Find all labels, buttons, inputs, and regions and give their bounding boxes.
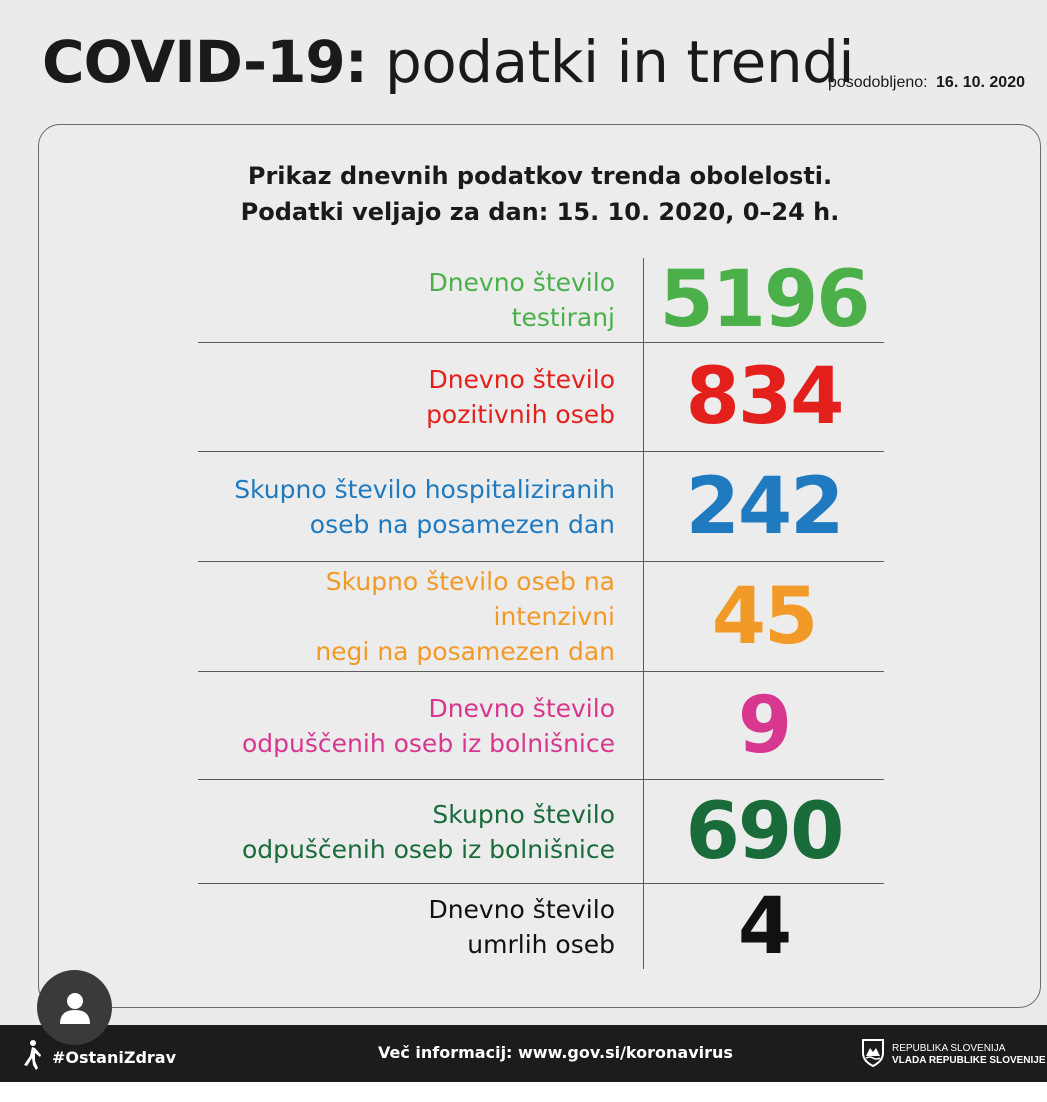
stat-label-line-2: odpuščenih oseb iz bolnišnice — [242, 728, 615, 758]
stat-value: 9 — [737, 680, 792, 771]
stat-label-line-1: Skupno število — [432, 799, 615, 829]
more-info-link[interactable]: Več informacij: www.gov.si/koronavirus — [378, 1043, 733, 1062]
updated-date: posodobljeno: 16. 10. 2020 — [828, 74, 1025, 92]
stat-label: Skupno število oseb na intenzivni negi n… — [198, 562, 644, 671]
stat-label: Dnevno število umrlih oseb — [198, 884, 644, 969]
gov-line-2: VLADA REPUBLIKE SLOVENIJE — [892, 1055, 1046, 1066]
stat-label-line-1: Dnevno število — [428, 365, 615, 394]
stat-label: Dnevno število odpuščenih oseb iz bolniš… — [198, 672, 644, 779]
title-rest: podatki in trendi — [384, 28, 855, 96]
stats-table: Dnevno število testiranj 5196 Dnevno šte… — [198, 255, 884, 972]
subtitle: Prikaz dnevnih podatkov trenda obolelost… — [0, 158, 1047, 230]
stat-label-line-2: umrlih oseb — [467, 929, 615, 959]
user-avatar-icon[interactable] — [37, 970, 112, 1045]
stat-value: 690 — [685, 786, 845, 877]
subtitle-line-2: Podatki veljajo za dan: 15. 10. 2020, 0–… — [240, 198, 840, 226]
stat-value: 242 — [685, 461, 845, 552]
stat-row-hospitalized: Skupno število hospitaliziranih oseb na … — [198, 451, 884, 561]
government-logo: REPUBLIKA SLOVENIJA VLADA REPUBLIKE SLOV… — [862, 1039, 1046, 1071]
stat-value: 834 — [685, 352, 845, 442]
stat-value: 5196 — [659, 255, 870, 345]
stat-row-discharged-daily: Dnevno število odpuščenih oseb iz bolniš… — [198, 671, 884, 779]
stat-label-line-2: negi na posamezen dan — [315, 637, 615, 666]
stat-label-line-1: Dnevno število — [428, 693, 615, 723]
stat-label-line-1: Skupno število hospitaliziranih — [234, 474, 615, 504]
stat-label-line-2: oseb na posamezen dan — [309, 509, 615, 539]
stat-row-discharged-total: Skupno število odpuščenih oseb iz bolniš… — [198, 779, 884, 883]
stat-label: Dnevno število testiranj — [198, 258, 644, 342]
stat-row-positive: Dnevno število pozitivnih oseb 834 — [198, 342, 884, 451]
stat-row-tests: Dnevno število testiranj 5196 — [198, 255, 884, 345]
stat-label: Skupno število odpuščenih oseb iz bolniš… — [198, 780, 644, 883]
stat-row-intensive-care: Skupno število oseb na intenzivni negi n… — [198, 561, 884, 671]
title-bold: COVID-19: — [42, 28, 368, 96]
stat-label-line-2: testiranj — [511, 303, 615, 332]
stat-label: Skupno število hospitaliziranih oseb na … — [198, 452, 644, 561]
stat-row-deaths: Dnevno število umrlih oseb 4 — [198, 881, 884, 972]
updated-label: posodobljeno: — [827, 74, 928, 91]
page-title: COVID-19: podatki in trendi — [42, 28, 855, 108]
footer-bar: #OstaniZdrav Več informacij: www.gov.si/… — [0, 1025, 1047, 1082]
stat-label-line-1: Dnevno število — [428, 268, 615, 297]
slovenia-crest-icon — [862, 1039, 884, 1071]
stay-healthy-figure-icon — [20, 1039, 44, 1075]
stat-value: 45 — [711, 571, 819, 662]
hashtag-text: #OstaniZdrav — [52, 1047, 177, 1067]
stat-label-line-1: Dnevno število — [428, 894, 615, 924]
stats-card — [38, 124, 1041, 1008]
stat-label-line-2: odpuščenih oseb iz bolnišnice — [242, 834, 615, 864]
hashtag: #OstaniZdrav — [20, 1039, 176, 1075]
stat-label-line-2: pozitivnih oseb — [426, 400, 615, 429]
stat-label-line-1: Skupno število oseb na intenzivni — [325, 567, 615, 631]
gov-line-1: REPUBLIKA SLOVENIJA — [892, 1043, 1006, 1054]
stat-value: 4 — [737, 881, 792, 972]
subtitle-line-1: Prikaz dnevnih podatkov trenda obolelost… — [247, 162, 833, 190]
stat-label: Dnevno število pozitivnih oseb — [198, 343, 644, 451]
updated-value: 16. 10. 2020 — [936, 74, 1025, 91]
